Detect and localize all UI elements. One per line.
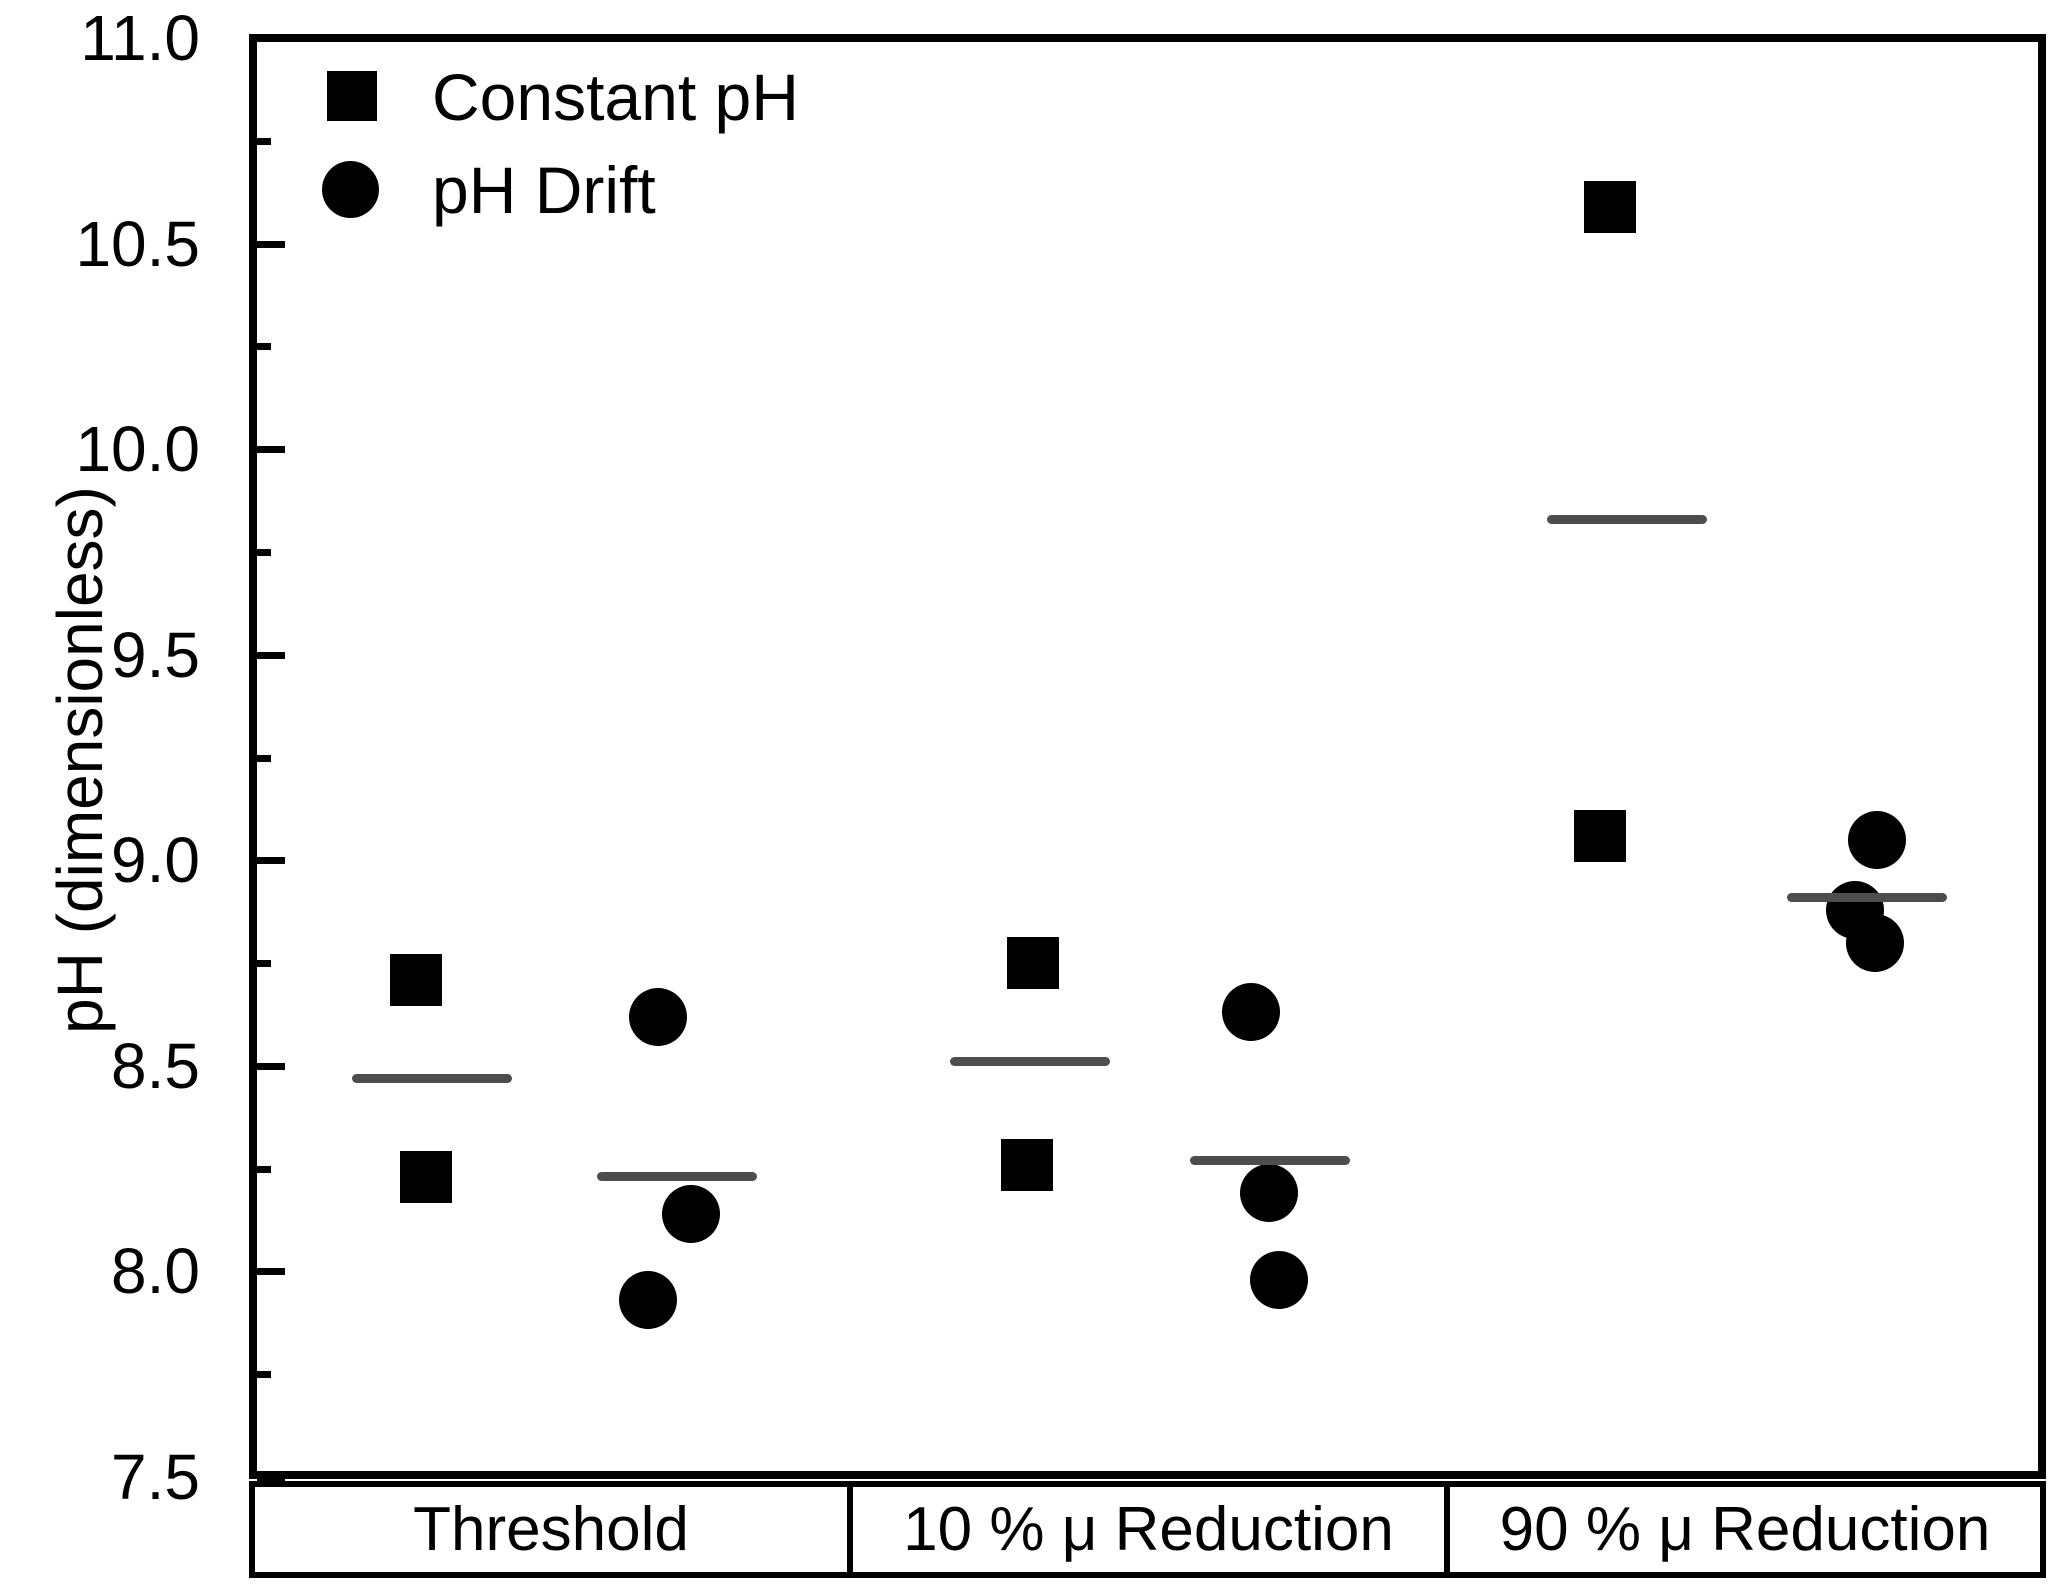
data-point-square — [1584, 180, 1636, 233]
y-tick-label: 10.5 — [75, 207, 200, 280]
x-axis-category-band — [249, 1481, 2046, 1578]
data-point-circle — [1250, 1250, 1308, 1309]
y-major-tick — [257, 1268, 285, 1276]
y-minor-tick — [257, 137, 271, 145]
data-point-circle — [662, 1184, 720, 1243]
plot-area — [249, 34, 2046, 1481]
legend-circle-marker-icon — [322, 161, 379, 218]
category-divider-2 — [1444, 1484, 1450, 1575]
group-mean-line — [352, 1073, 512, 1083]
y-major-tick — [257, 446, 285, 454]
y-minor-tick — [257, 548, 271, 556]
data-point-circle — [1846, 913, 1904, 972]
group-mean-line — [597, 1172, 757, 1182]
group-mean-line — [1190, 1155, 1350, 1165]
category-divider-1 — [847, 1484, 853, 1575]
y-major-tick — [257, 35, 285, 42]
y-tick-label: 9.0 — [111, 824, 200, 897]
y-major-tick — [257, 857, 285, 865]
y-minor-tick — [257, 1371, 271, 1379]
category-label-threshold: Threshold — [413, 1495, 689, 1564]
category-label-90pct-mu-reduction: 90 % μ Reduction — [1499, 1495, 1991, 1564]
y-tick-label: 10.0 — [75, 413, 200, 486]
y-tick-label: 9.5 — [111, 618, 200, 691]
data-point-circle — [619, 1271, 677, 1330]
y-minor-tick — [257, 754, 271, 762]
data-point-square — [1001, 1138, 1053, 1191]
y-major-tick — [257, 1062, 285, 1070]
y-tick-label: 8.0 — [111, 1235, 200, 1308]
data-point-square — [1574, 809, 1626, 862]
data-point-square — [390, 953, 442, 1006]
group-mean-line — [1547, 514, 1707, 524]
group-mean-line — [950, 1057, 1110, 1067]
data-point-circle — [1848, 810, 1906, 869]
y-major-tick — [257, 1474, 285, 1481]
y-tick-label: 8.5 — [111, 1029, 200, 1102]
data-point-square — [400, 1150, 452, 1203]
y-major-tick — [257, 651, 285, 659]
y-tick-label: 7.5 — [111, 1441, 200, 1513]
legend-label-ph-drift: pH Drift — [432, 153, 656, 227]
y-major-tick — [257, 240, 285, 248]
y-tick-label: 11.0 — [80, 2, 200, 74]
y-minor-tick — [257, 343, 271, 351]
category-label-10pct-mu-reduction: 10 % μ Reduction — [903, 1495, 1394, 1564]
data-point-circle — [1240, 1164, 1298, 1223]
legend-square-marker-icon — [327, 71, 377, 121]
data-point-square — [1007, 937, 1059, 990]
y-minor-tick — [257, 1165, 271, 1173]
legend-label-constant-ph: Constant pH — [432, 60, 799, 134]
data-point-circle — [629, 987, 687, 1046]
group-mean-line — [1787, 892, 1947, 902]
y-minor-tick — [257, 960, 271, 968]
data-point-circle — [1222, 983, 1280, 1042]
